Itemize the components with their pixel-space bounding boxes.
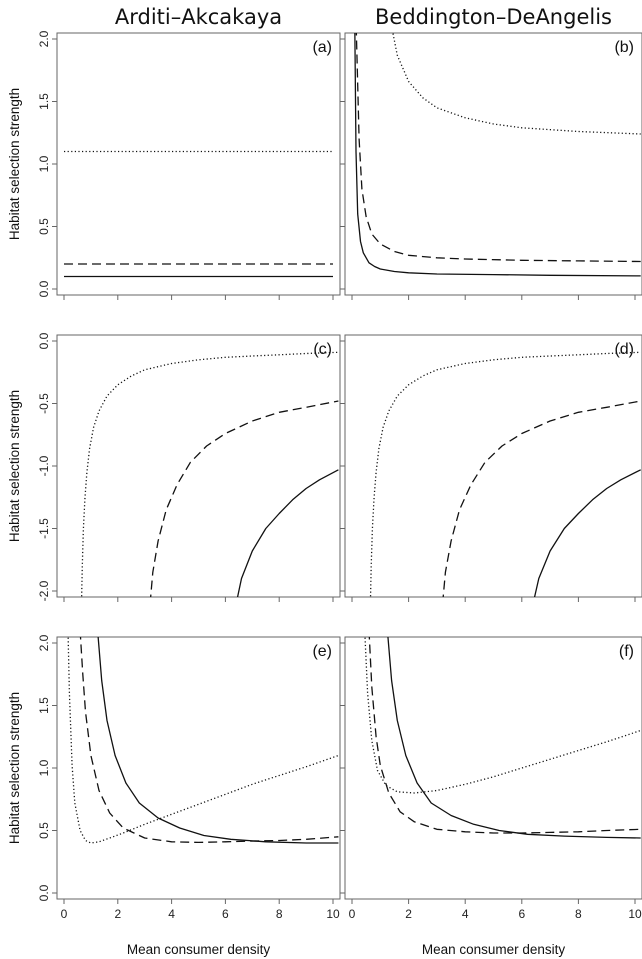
plot-frame [56, 636, 341, 900]
panel-label: (d) [614, 341, 634, 358]
panel: 0.0 0.5 1.0 1.5 2.0 (a) Habitat selection stre… [7, 30, 341, 300]
panel: -2.0 -1.5 -1.0 -0.5 0.0 (c) Habitat selection … [7, 332, 341, 602]
plot-frame [344, 32, 642, 296]
panel-label: (a) [312, 39, 332, 56]
y-tick-label: -1.5 [37, 518, 51, 539]
y-axis-label: Habitat selection strength [7, 390, 22, 542]
column-title-left: Arditi–Akcakaya [115, 5, 282, 29]
y-tick-label: 2.0 [37, 30, 51, 47]
plot-frame [56, 334, 341, 598]
y-tick-label: 0.5 [37, 822, 51, 839]
series-dashed [79, 637, 339, 844]
x-tick-label: 8 [276, 907, 283, 921]
y-tick-label: 1.0 [37, 155, 51, 172]
series-dashed [368, 637, 641, 834]
series-solid [387, 637, 641, 839]
y-tick-label: -2.0 [37, 580, 51, 601]
panel: (b) [340, 32, 642, 300]
y-tick-label: 1.0 [37, 759, 51, 776]
series-dotted [80, 351, 339, 597]
panel-label: (e) [312, 643, 332, 660]
y-tick-label: -0.5 [37, 393, 51, 414]
panel-label: (c) [313, 341, 332, 358]
series-dashed [442, 400, 641, 597]
x-tick-label: 4 [168, 907, 175, 921]
x-tick-label: 0 [61, 907, 68, 921]
series-solid [354, 33, 641, 277]
plot-frame [344, 636, 642, 900]
plot-frame [56, 32, 341, 296]
series-dashed [150, 400, 339, 597]
y-tick-label: 0.5 [37, 218, 51, 235]
panel-label: (f) [619, 643, 634, 660]
panel-grid: 0.0 0.5 1.0 1.5 2.0 (a) Habitat selection stre… [7, 30, 642, 957]
x-tick-label: 4 [462, 907, 469, 921]
y-tick-label: 2.0 [37, 634, 51, 651]
x-tick-label: 10 [628, 907, 642, 921]
x-tick-label: 8 [575, 907, 582, 921]
x-tick-label: 2 [405, 907, 412, 921]
x-tick-label: 6 [518, 907, 525, 921]
x-tick-label: 0 [349, 907, 356, 921]
y-tick-label: 0.0 [37, 884, 51, 901]
panel: 0.0 0.5 1.0 1.5 2.0 0 2 4 6 8 10 (e) Habitat selecti… [7, 634, 341, 957]
series-dashed [355, 33, 641, 263]
series-dotted [67, 637, 339, 844]
series-dotted [369, 351, 641, 597]
y-tick-label: 1.5 [37, 93, 51, 110]
series-dotted [392, 33, 641, 135]
y-tick-label: 0.0 [37, 332, 51, 349]
panel: (d) [340, 334, 642, 602]
y-axis-label: Habitat selection strength [7, 692, 22, 844]
x-axis-label: Mean consumer density [422, 942, 566, 957]
y-tick-label: 0.0 [37, 280, 51, 297]
plot-frame [344, 334, 642, 598]
column-title-right: Beddington–DeAngelis [375, 5, 612, 29]
y-tick-label: -1.0 [37, 455, 51, 476]
panel-label: (b) [614, 39, 634, 56]
x-tick-label: 10 [326, 907, 340, 921]
panel: 0 2 4 6 8 10 (f) Mean consumer density [340, 636, 642, 957]
x-tick-label: 6 [222, 907, 229, 921]
series-solid [236, 469, 339, 597]
y-tick-label: 1.5 [37, 697, 51, 714]
y-axis-label: Habitat selection strength [7, 88, 22, 240]
series-dotted [364, 637, 641, 794]
series-solid [533, 469, 641, 597]
x-tick-label: 2 [114, 907, 121, 921]
series-solid [97, 637, 339, 844]
x-axis-label: Mean consumer density [127, 942, 271, 957]
